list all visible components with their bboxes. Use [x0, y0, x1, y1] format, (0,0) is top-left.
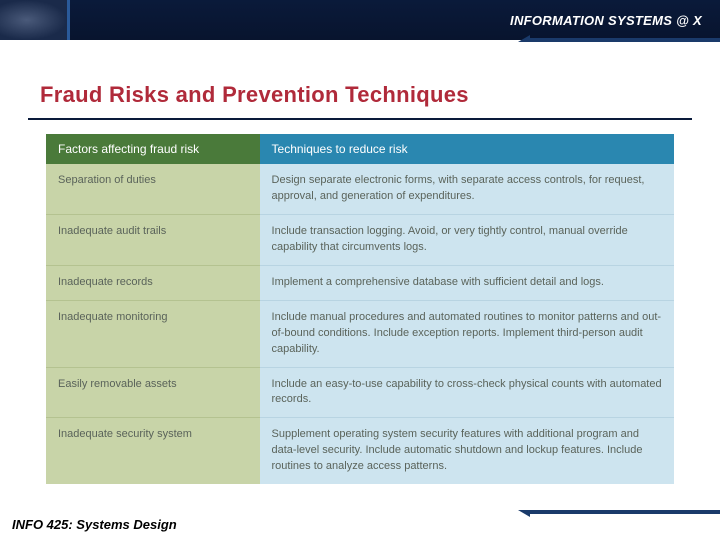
- cell-factor: Inadequate records: [46, 265, 260, 300]
- table-row: Inadequate audit trails Include transact…: [46, 214, 674, 265]
- header-label: INFORMATION SYSTEMS @ X: [510, 13, 702, 28]
- table-row: Easily removable assets Include an easy-…: [46, 367, 674, 418]
- slide-title: Fraud Risks and Prevention Techniques: [40, 82, 720, 108]
- column-header-right: Techniques to reduce risk: [260, 134, 674, 164]
- fraud-table-wrap: Factors affecting fraud risk Techniques …: [46, 134, 674, 484]
- column-header-left: Factors affecting fraud risk: [46, 134, 260, 164]
- table-row: Inadequate security system Supplement op…: [46, 418, 674, 484]
- cell-factor: Easily removable assets: [46, 367, 260, 418]
- cell-technique: Include an easy-to-use capability to cro…: [260, 367, 674, 418]
- cell-technique: Design separate electronic forms, with s…: [260, 164, 674, 214]
- cell-technique: Include manual procedures and automated …: [260, 300, 674, 367]
- header-accent: [530, 38, 720, 42]
- cell-factor: Inadequate audit trails: [46, 214, 260, 265]
- footer-accent: [530, 510, 720, 514]
- table-row: Inadequate monitoring Include manual pro…: [46, 300, 674, 367]
- table-row: Separation of duties Design separate ele…: [46, 164, 674, 214]
- fraud-table: Factors affecting fraud risk Techniques …: [46, 134, 674, 484]
- title-rule: [28, 118, 692, 120]
- cell-factor: Inadequate security system: [46, 418, 260, 484]
- cell-factor: Separation of duties: [46, 164, 260, 214]
- footer-label: INFO 425: Systems Design: [12, 517, 177, 532]
- cell-factor: Inadequate monitoring: [46, 300, 260, 367]
- table-row: Inadequate records Implement a comprehen…: [46, 265, 674, 300]
- fraud-table-body: Separation of duties Design separate ele…: [46, 164, 674, 484]
- cell-technique: Include transaction logging. Avoid, or v…: [260, 214, 674, 265]
- header-bar: INFORMATION SYSTEMS @ X: [0, 0, 720, 40]
- header-logo: [0, 0, 70, 40]
- cell-technique: Implement a comprehensive database with …: [260, 265, 674, 300]
- cell-technique: Supplement operating system security fea…: [260, 418, 674, 484]
